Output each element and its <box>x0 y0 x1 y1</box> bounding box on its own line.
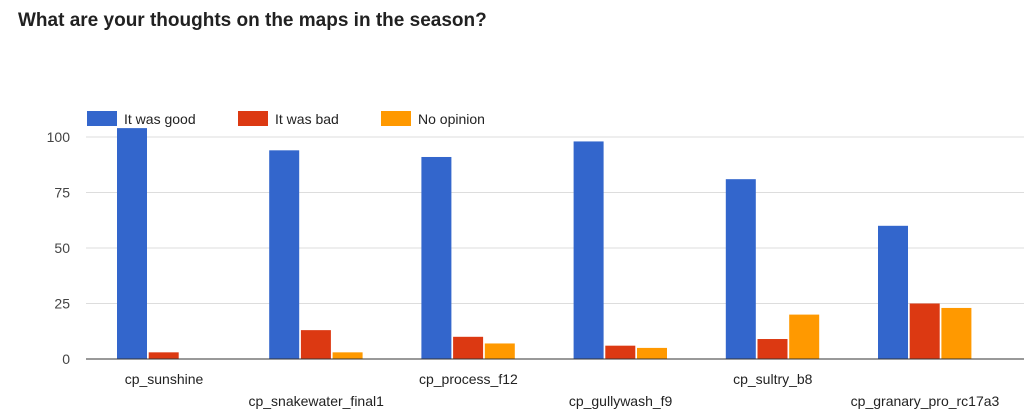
y-tick-label: 50 <box>54 240 70 256</box>
legend-swatch <box>381 111 411 126</box>
bar-cp_process_f12-no-opinion <box>484 343 515 359</box>
x-category-label: cp_sultry_b8 <box>733 371 813 387</box>
x-category-label: cp_sunshine <box>125 371 204 387</box>
x-category-label: cp_process_f12 <box>419 371 518 387</box>
y-tick-label: 100 <box>47 129 71 145</box>
bar-cp_snakewater_final1-no-opinion <box>332 352 363 359</box>
bar-cp_gullywash_f9-no-opinion <box>637 347 667 359</box>
y-axis-ticks: 0 25 50 75 100 <box>47 129 71 367</box>
bar-cp_sultry_b8-it-was-bad <box>757 339 788 359</box>
bar-cp_sultry_b8-no-opinion <box>789 314 820 359</box>
bar-cp_sunshine-it-was-bad <box>148 352 179 359</box>
y-tick-label: 75 <box>54 185 70 201</box>
bar-cp_sultry_b8-it-was-good <box>725 179 756 359</box>
legend-label: It was bad <box>275 111 339 127</box>
bar-cp_granary_pro_rc17a3-it-was-good <box>878 225 908 359</box>
x-category-label: cp_granary_pro_rc17a3 <box>851 393 1000 409</box>
legend-label: It was good <box>124 111 196 127</box>
bar-cp_process_f12-it-was-bad <box>453 336 484 359</box>
bars <box>117 128 972 359</box>
legend-swatch <box>87 111 117 126</box>
chart-title: What are your thoughts on the maps in th… <box>18 10 487 31</box>
x-category-label: cp_gullywash_f9 <box>569 393 673 409</box>
bar-cp_snakewater_final1-it-was-good <box>269 150 300 359</box>
bar-cp_snakewater_final1-it-was-bad <box>300 330 331 359</box>
bar-cp_sunshine-it-was-good <box>117 128 147 359</box>
legend: It was good It was bad No opinion <box>87 111 485 127</box>
legend-label: No opinion <box>418 111 485 127</box>
legend-swatch <box>238 111 268 126</box>
bar-cp_granary_pro_rc17a3-it-was-bad <box>909 303 940 359</box>
x-category-label: cp_snakewater_final1 <box>248 393 384 409</box>
y-tick-label: 25 <box>54 296 70 312</box>
bar-cp_gullywash_f9-it-was-bad <box>605 345 636 359</box>
y-tick-label: 0 <box>62 351 70 367</box>
bar-cp_process_f12-it-was-good <box>421 156 452 359</box>
grid-lines <box>86 136 1024 304</box>
bar-cp_gullywash_f9-it-was-good <box>573 141 604 359</box>
bar-cp_granary_pro_rc17a3-no-opinion <box>941 307 972 359</box>
x-axis-labels: cp_sunshine cp_snakewater_final1 cp_proces… <box>125 371 1000 409</box>
